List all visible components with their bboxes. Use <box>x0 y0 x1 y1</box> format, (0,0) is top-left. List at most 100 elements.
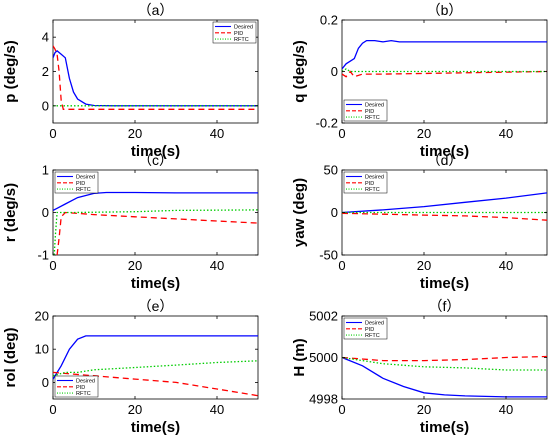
y-tick-label: 5000 <box>309 350 338 365</box>
y-tick-label: 0 <box>42 205 49 220</box>
legend-label: Desired <box>365 103 384 109</box>
y-tick-label: 4998 <box>309 392 338 407</box>
legend-label: Desired <box>76 175 95 181</box>
x-axis-label: time(s) <box>420 275 469 292</box>
legend-label: Desired <box>365 175 384 181</box>
legend-label: Desired <box>234 25 253 31</box>
y-tick-label: 0 <box>331 64 338 79</box>
series-line-pid <box>342 355 547 362</box>
series-line-pid <box>53 45 258 110</box>
legend-label: PID <box>76 385 85 391</box>
y-tick-label: 2 <box>42 64 49 79</box>
legend-box <box>212 21 257 44</box>
subplot-title: （d） <box>427 152 463 168</box>
series-line-desired <box>53 50 258 107</box>
y-tick-label: 0 <box>331 205 338 220</box>
subplot-title: （a） <box>138 2 174 18</box>
series-line-desired <box>342 192 547 214</box>
x-tick-label: 20 <box>417 126 431 141</box>
x-tick-label: 20 <box>128 126 142 141</box>
series-line-rftc <box>53 360 258 377</box>
series-line-pid <box>53 371 258 397</box>
y-tick-label: 1 <box>42 163 49 178</box>
x-axis-label: time(s) <box>131 275 180 292</box>
x-tick-label: 20 <box>128 258 142 273</box>
y-axis-label: yaw (deg) <box>291 178 308 247</box>
x-tick-label: 0 <box>49 402 56 417</box>
y-tick-label: -1 <box>37 248 49 263</box>
legend-label: PID <box>76 181 85 187</box>
x-tick-label: 40 <box>499 126 513 141</box>
x-axis-label: time(s) <box>131 143 180 160</box>
y-tick-label: 0 <box>42 98 49 113</box>
x-axis-label: time(s) <box>420 143 469 160</box>
x-tick-label: 40 <box>210 126 224 141</box>
legend-box <box>343 99 388 122</box>
legend-label: RFTC <box>76 391 91 397</box>
x-tick-label: 0 <box>49 126 56 141</box>
y-axis-label: rol (deg) <box>2 328 19 388</box>
x-tick-label: 40 <box>499 258 513 273</box>
y-tick-label: 5002 <box>309 309 338 324</box>
y-tick-label: 0.2 <box>320 13 338 28</box>
x-tick-label: 40 <box>210 402 224 417</box>
subplot-title: （e） <box>138 298 174 314</box>
y-tick-label: 10 <box>35 342 49 357</box>
legend-label: PID <box>365 181 374 187</box>
series-line-rftc <box>53 209 258 255</box>
y-tick-label: -0.2 <box>316 116 338 131</box>
legend-box <box>343 171 388 194</box>
subplot-title: （b） <box>427 2 463 18</box>
legend-label: RFTC <box>76 187 91 193</box>
y-tick-label: 20 <box>35 309 49 324</box>
x-tick-label: 40 <box>210 258 224 273</box>
x-tick-label: 20 <box>417 402 431 417</box>
y-axis-label: p (deg/s) <box>2 40 19 103</box>
y-axis-label: q (deg/s) <box>291 40 308 103</box>
y-tick-label: 0 <box>42 375 49 390</box>
subplot-title: （f） <box>429 298 461 314</box>
x-tick-label: 20 <box>417 258 431 273</box>
legend-label: Desired <box>365 321 384 327</box>
series-line-pid <box>342 70 547 78</box>
y-tick-label: 50 <box>324 163 338 178</box>
x-tick-label: 0 <box>338 258 345 273</box>
series-line-desired <box>342 39 547 70</box>
series-line-pid <box>342 212 547 221</box>
y-axis-label: H (m) <box>291 338 308 376</box>
subplot-1: 0 20 40 0 2 4 （a） time(s) p (deg/s) DesiredPIDRFT… <box>2 2 259 160</box>
legend-label: RFTC <box>365 115 380 121</box>
series-line-desired <box>342 356 547 398</box>
y-tick-label: -50 <box>319 248 338 263</box>
subplot-6: 0 20 40 4998 5000 5002 （f） time(s) H (m) DesiredP… <box>291 298 548 436</box>
legend-label: RFTC <box>365 187 380 193</box>
legend-label: PID <box>234 31 243 37</box>
subplot-5: 0 20 40 0 10 20 （e） time(s) rol (deg) DesiredPIDR… <box>2 298 259 436</box>
legend-label: RFTC <box>365 333 380 339</box>
series-line-desired <box>53 191 258 211</box>
legend-label: RFTC <box>234 37 249 43</box>
subplot-3: 0 20 40-101（c）time(s)r (deg/s)DesiredPIDRF… <box>2 152 259 292</box>
legend-label: PID <box>365 327 374 333</box>
x-tick-label: 0 <box>49 258 56 273</box>
x-axis-label: time(s) <box>420 419 469 436</box>
series-line-desired <box>53 335 258 380</box>
subplot-title: （c） <box>138 152 173 168</box>
legend-box <box>54 375 99 398</box>
y-axis-label: r (deg/s) <box>2 183 19 242</box>
x-tick-label: 20 <box>128 402 142 417</box>
x-axis-label: time(s) <box>131 419 180 436</box>
x-tick-label: 40 <box>499 402 513 417</box>
y-tick-label: 4 <box>42 30 49 45</box>
series-line-pid <box>56 211 258 255</box>
x-tick-label: 0 <box>338 126 345 141</box>
legend-label: PID <box>365 109 374 115</box>
